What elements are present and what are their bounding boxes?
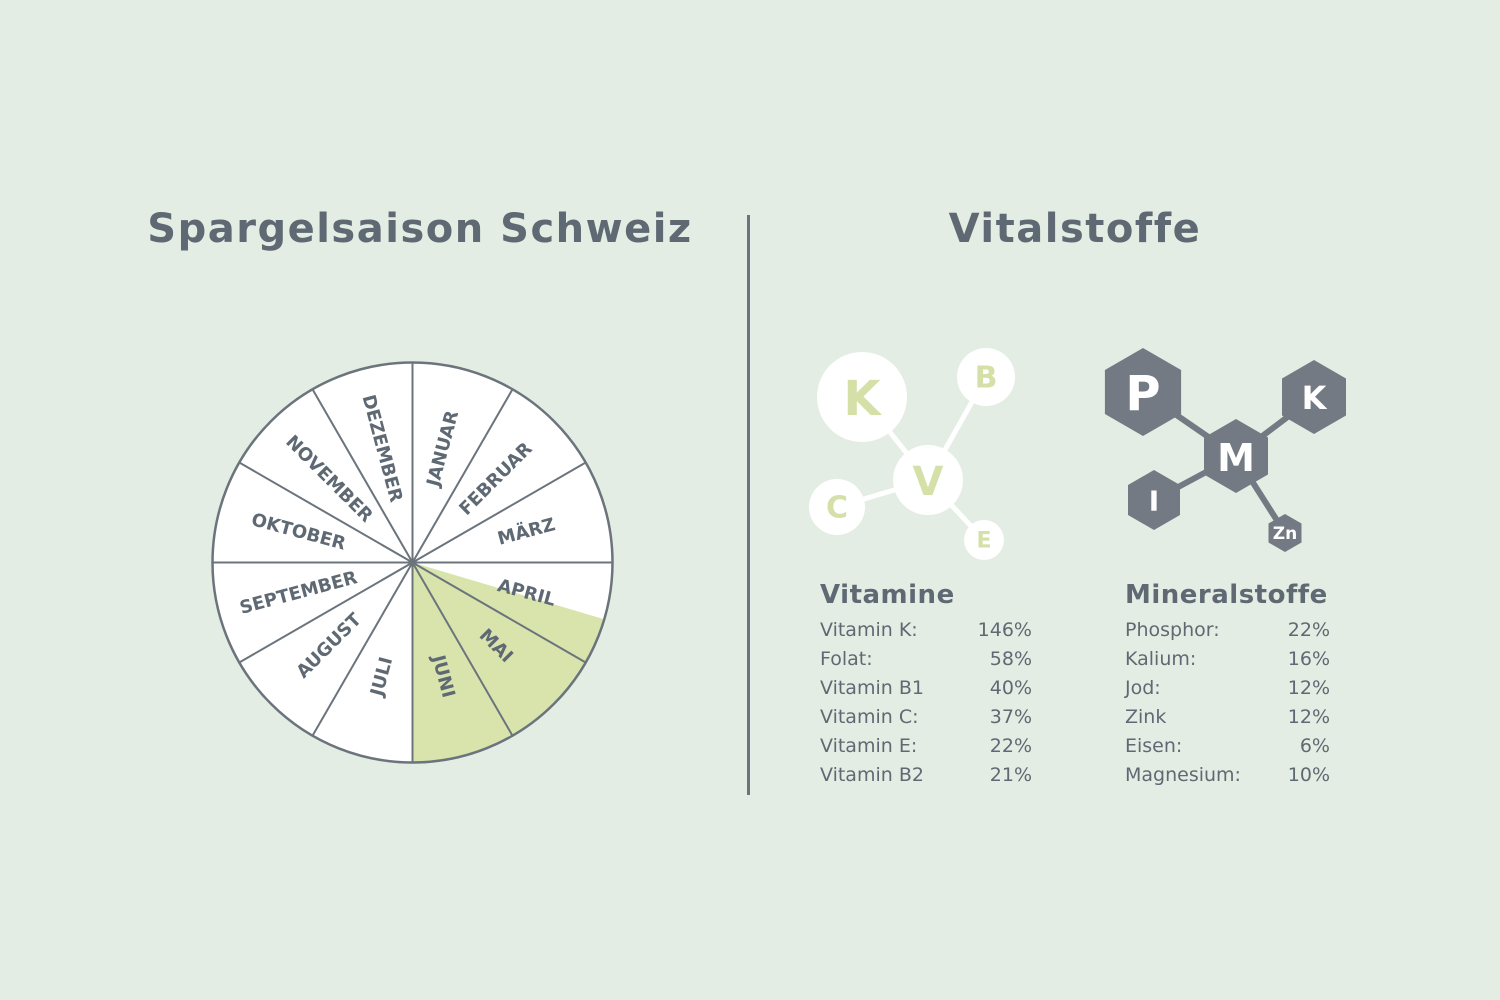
wheel-divider xyxy=(411,561,587,664)
mineral-node-label: P xyxy=(1125,366,1160,422)
nutrient-value: 12% xyxy=(1287,677,1330,699)
mineral-node-hexagon xyxy=(1282,360,1346,434)
mineral-node-label: I xyxy=(1149,485,1159,518)
nutrient-name: Vitamin B2 xyxy=(820,764,924,786)
nutrient-value: 40% xyxy=(989,677,1032,699)
vitamin-node-circle xyxy=(964,520,1004,560)
nutrient-name: Zink xyxy=(1125,706,1167,728)
nutrient-name: Folat: xyxy=(820,648,873,670)
nutrient-value: 10% xyxy=(1287,764,1330,786)
vitamin-node-label: V xyxy=(913,459,944,505)
nutrient-value: 37% xyxy=(989,706,1032,728)
nutrient-row: Vitamin C: 37% xyxy=(820,703,1032,732)
nutrient-name: Vitamin E: xyxy=(820,735,918,757)
season-title: Spargelsaison Schweiz xyxy=(147,206,693,252)
nutrient-row: Zink 12% xyxy=(1125,703,1330,732)
wheel-divider xyxy=(411,561,514,737)
season-wheel: JANUARFEBRUARMÄRZAPRILMAIJUNIJULIAUGUSTS… xyxy=(211,361,614,764)
mineral-node-label: K xyxy=(1302,379,1328,417)
wheel-divider xyxy=(311,561,414,737)
nutrient-name: Phosphor: xyxy=(1125,619,1220,641)
mineral-node-hexagon xyxy=(1128,470,1180,530)
vitamin-node-circle xyxy=(957,348,1015,406)
nutrient-value: 22% xyxy=(989,735,1032,757)
vitamin-molecule-icon: K V B C E xyxy=(809,348,1015,560)
wheel-divider xyxy=(311,388,414,563)
nutrient-row: Jod: 12% xyxy=(1125,674,1330,703)
nutrient-value: 22% xyxy=(1287,619,1330,641)
mineralstoffe-heading: Mineralstoffe xyxy=(1125,580,1328,610)
nutrient-row: Folat: 58% xyxy=(820,645,1032,674)
vitamin-node-label: B xyxy=(975,361,998,396)
mineral-molecule-icon: P M K I Zn xyxy=(1104,348,1346,552)
nutrient-value: 146% xyxy=(977,619,1032,641)
nutrient-name: Jod: xyxy=(1125,677,1161,699)
nutrient-value: 16% xyxy=(1287,648,1330,670)
nutrient-name: Eisen: xyxy=(1125,735,1183,757)
vitamine-heading: Vitamine xyxy=(820,580,955,610)
vitamin-node-circle xyxy=(809,479,865,535)
nutrient-row: Vitamin K: 146% xyxy=(820,616,1032,645)
nutrient-name: Vitamin K: xyxy=(820,619,918,641)
vitamin-node-circle xyxy=(893,445,963,515)
nutrient-row: Eisen: 6% xyxy=(1125,732,1330,761)
vital-title: Vitalstoffe xyxy=(948,206,1202,252)
season-segment xyxy=(412,562,586,736)
nutrient-name: Kalium: xyxy=(1125,648,1197,670)
nutrient-row: Kalium: 16% xyxy=(1125,645,1330,674)
mineral-node-hexagon xyxy=(1204,419,1268,493)
nutrient-name: Vitamin B1 xyxy=(820,677,924,699)
mineral-node-hexagon xyxy=(1104,348,1182,436)
nutrient-row: Vitamin B2 21% xyxy=(820,761,1032,790)
wheel-divider xyxy=(411,461,587,564)
nutrient-row: Phosphor: 22% xyxy=(1125,616,1330,645)
season-segment-partial xyxy=(412,562,605,663)
vitamin-node-label: C xyxy=(826,491,848,526)
vitamin-node-label: E xyxy=(976,529,991,554)
nutrient-value: 6% xyxy=(1299,735,1330,757)
nutrient-name: Vitamin C: xyxy=(820,706,919,728)
wheel-outline xyxy=(211,361,614,764)
nutrient-row: Vitamin B1 40% xyxy=(820,674,1032,703)
vitamin-node-circle xyxy=(817,352,907,442)
nutrient-row: Vitamin E: 22% xyxy=(820,732,1032,761)
vitamin-node-label: K xyxy=(843,371,882,427)
nutrient-name: Magnesium: xyxy=(1125,764,1241,786)
mineral-node-label: Zn xyxy=(1273,524,1297,544)
nutrient-value: 12% xyxy=(1287,706,1330,728)
nutrient-value: 21% xyxy=(989,764,1032,786)
wheel-divider xyxy=(238,561,413,664)
mineralstoffe-list: Mineralstoffe Phosphor: 22% Kalium: 16% … xyxy=(1125,580,1330,790)
wheel-divider xyxy=(411,388,514,563)
nutrient-row: Magnesium: 10% xyxy=(1125,761,1330,790)
season-segment xyxy=(412,562,513,763)
mineral-node-hexagon xyxy=(1268,514,1302,552)
wheel-divider xyxy=(238,461,413,564)
section-divider xyxy=(747,215,750,795)
mineral-node-label: M xyxy=(1217,436,1255,480)
vitamine-list: Vitamine Vitamin K: 146% Folat: 58% Vita… xyxy=(820,580,1032,790)
nutrient-value: 58% xyxy=(989,648,1032,670)
